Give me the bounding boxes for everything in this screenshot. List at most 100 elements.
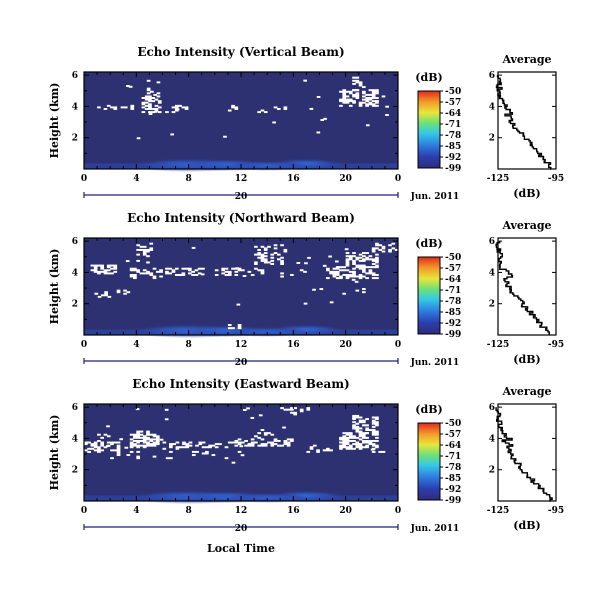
echo-cell: [362, 95, 366, 98]
echo-cell: [368, 97, 373, 99]
echo-cell: [362, 439, 366, 442]
echo-cell: [368, 93, 373, 96]
echo-cell: [103, 446, 108, 449]
echo-cell: [339, 444, 343, 447]
echo-cell: [133, 436, 137, 439]
echo-cell: [388, 248, 392, 251]
echo-cell: [129, 273, 134, 276]
echo-cell: [342, 436, 347, 439]
avg-x-label: (dB): [513, 187, 540, 200]
x-tick-label: 20: [339, 506, 352, 516]
echo-cell: [276, 444, 281, 447]
echo-cell: [371, 90, 376, 93]
echo-cell: [358, 82, 363, 85]
day-label: 20: [235, 524, 248, 534]
echo-cell: [175, 446, 180, 449]
colorbar: [417, 90, 441, 169]
echo-cell: [362, 436, 366, 439]
echo-cell: [129, 267, 134, 270]
echo-cell: [97, 439, 101, 442]
avg-y-tick-label: 2: [489, 134, 495, 144]
echo-cell: [250, 273, 255, 276]
echo-cell: [100, 267, 105, 270]
echo-cell: [352, 79, 356, 82]
echo-cell: [139, 248, 144, 251]
echo-cell: [283, 443, 288, 446]
echo-cell: [234, 273, 239, 276]
echo-cell: [146, 272, 150, 275]
echo-cell: [272, 121, 276, 124]
echo-cell: [358, 421, 363, 424]
x-tick-label: 0: [395, 340, 401, 350]
echo-cell: [100, 441, 105, 444]
echo-cell: [348, 436, 353, 439]
echo-cell: [355, 97, 360, 99]
echo-cell: [375, 430, 379, 433]
echo-cell: [365, 427, 369, 430]
echo-cell: [263, 258, 268, 261]
echo-cell: [375, 100, 379, 103]
colorbar-tick-label: -78: [445, 297, 461, 307]
echo-cell: [345, 277, 350, 280]
avg-y-tick-label: 6: [489, 237, 495, 247]
echo-cell: [237, 324, 242, 327]
echo-cell: [184, 106, 189, 109]
echo-cell: [335, 270, 340, 273]
echo-cell: [260, 438, 265, 441]
echo-cell: [201, 452, 206, 455]
echo-cell: [133, 433, 137, 436]
average-title: Average: [501, 219, 551, 232]
echo-cell: [280, 272, 284, 275]
echo-cell: [362, 432, 366, 435]
echo-cell: [97, 106, 101, 109]
echo-cell: [391, 247, 396, 250]
echo-cell: [375, 261, 379, 264]
echo-cell: [175, 441, 180, 444]
echo-cell: [381, 250, 386, 253]
echo-cell: [237, 443, 242, 446]
colorbar-tick-label: -99: [445, 496, 461, 506]
echo-cell: [171, 270, 176, 273]
echo-cell: [208, 444, 212, 447]
echo-cell: [227, 324, 232, 327]
echo-cell: [149, 248, 154, 251]
echo-cell: [342, 89, 347, 92]
echo-cell: [352, 270, 356, 273]
panel-title: Echo Intensity (Vertical Beam): [137, 45, 344, 59]
echo-cell: [237, 267, 242, 270]
echo-cell: [101, 294, 105, 297]
echo-cell: [362, 270, 366, 273]
echo-cell: [270, 263, 275, 265]
echo-cell: [136, 436, 141, 439]
echo-cell: [351, 278, 356, 281]
echo-cell: [250, 443, 255, 446]
echo-cell: [106, 435, 111, 438]
echo-cell: [191, 246, 196, 249]
echo-cell: [244, 439, 248, 442]
echo-cell: [103, 270, 108, 273]
echo-cell: [146, 436, 150, 439]
echo-cell: [97, 272, 101, 275]
echo-cell: [352, 421, 356, 424]
echo-cell: [156, 81, 161, 84]
echo-cell: [342, 97, 347, 99]
echo-cell: [237, 327, 242, 330]
echo-cell: [116, 444, 121, 447]
echo-cell: [290, 408, 294, 411]
y-tick-label: 6: [72, 71, 78, 81]
x-tick-label: 16: [287, 174, 300, 184]
echo-cell: [103, 107, 108, 110]
echo-cell: [146, 444, 150, 447]
echo-cell: [339, 446, 343, 449]
echo-cell: [146, 433, 150, 436]
echo-cell: [282, 426, 286, 429]
x-tick-label: 8: [186, 174, 192, 184]
echo-cell: [169, 457, 173, 460]
echo-cell: [195, 444, 199, 447]
echo-cell: [146, 92, 151, 95]
echo-cell: [250, 444, 255, 447]
echo-cell: [260, 256, 265, 259]
echo-cell: [133, 439, 137, 442]
colorbar-tick-label: -50: [445, 253, 461, 263]
echo-cell: [129, 433, 134, 436]
